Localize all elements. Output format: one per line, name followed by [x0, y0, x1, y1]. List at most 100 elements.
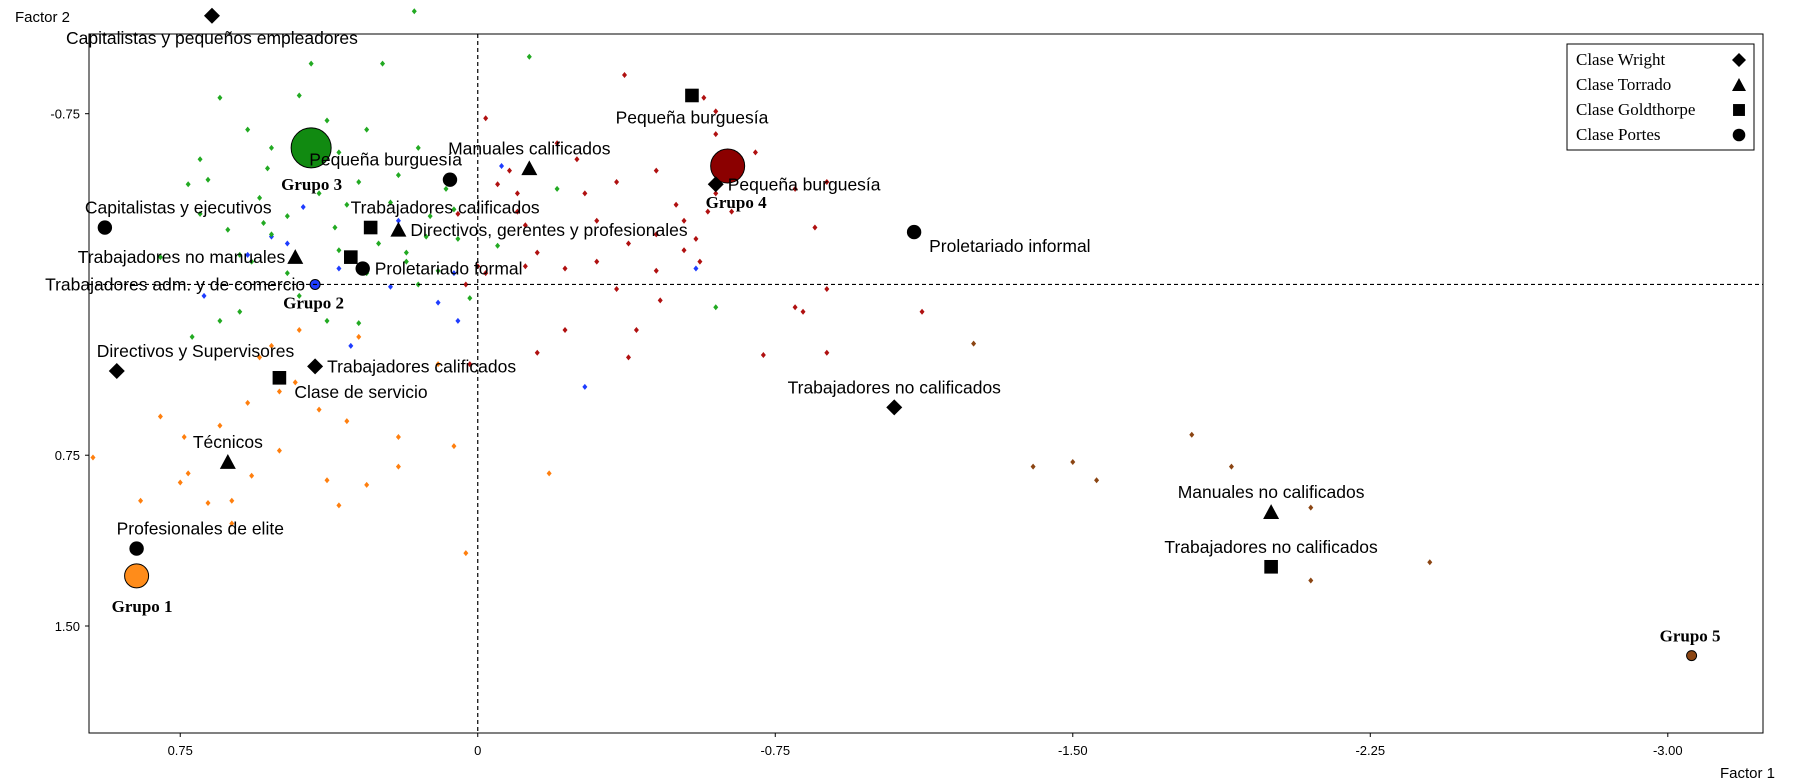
- class-label: Manuales no calificados: [1178, 482, 1365, 502]
- data-point: [257, 354, 263, 361]
- data-point: [336, 247, 342, 254]
- data-point: [443, 185, 449, 192]
- data-point: [653, 231, 659, 238]
- data-point: [276, 447, 282, 454]
- data-point: [229, 497, 235, 504]
- y-tick-label: -0.75: [50, 107, 80, 122]
- data-point: [499, 163, 505, 170]
- data-point: [614, 178, 620, 185]
- data-point: [455, 210, 461, 217]
- data-point: [713, 108, 719, 115]
- data-point: [562, 326, 568, 333]
- data-point: [237, 251, 243, 258]
- data-point: [387, 283, 393, 290]
- data-point: [300, 204, 306, 211]
- data-point: [296, 92, 302, 99]
- data-point: [423, 233, 429, 240]
- plot-border: [88, 33, 1764, 734]
- data-point: [336, 265, 342, 272]
- data-point: [356, 178, 362, 185]
- class-label: Proletariado formal: [375, 259, 523, 279]
- data-point: [752, 149, 758, 156]
- class-marker: [1263, 504, 1280, 519]
- data-point: [427, 213, 433, 220]
- data-point: [824, 349, 830, 356]
- class-label: Profesionales de elite: [117, 519, 284, 539]
- data-point: [376, 240, 382, 247]
- data-point: [506, 167, 512, 174]
- class-label: Trabajadores calificados: [327, 356, 516, 376]
- x-tick-label: 0.75: [168, 743, 193, 758]
- data-point: [336, 149, 342, 156]
- class-marker: [886, 399, 903, 416]
- data-point: [693, 235, 699, 242]
- data-point: [181, 434, 187, 441]
- data-point: [633, 326, 639, 333]
- data-point: [296, 292, 302, 299]
- data-point: [522, 222, 528, 229]
- data-point: [157, 413, 163, 420]
- data-point: [562, 265, 568, 272]
- data-point: [451, 206, 457, 213]
- group-label: Grupo 2: [283, 293, 344, 312]
- data-point: [245, 399, 251, 406]
- class-label: Directivos y Supervisores: [97, 341, 295, 361]
- group-centroid: [290, 127, 332, 169]
- data-point: [713, 190, 719, 197]
- plot-frame: [88, 33, 1764, 734]
- x-tick-label: -2.25: [1355, 743, 1385, 758]
- data-point: [257, 194, 263, 201]
- data-point: [324, 117, 330, 124]
- data-point: [138, 497, 144, 504]
- data-point: [237, 308, 243, 315]
- data-point: [197, 210, 203, 217]
- group-label: Grupo 5: [1660, 627, 1721, 646]
- data-point: [284, 240, 290, 247]
- data-point: [574, 156, 580, 163]
- data-point: [1070, 459, 1076, 466]
- legend: Clase Wright Clase Torrado Clase Goldthorp…: [1566, 43, 1755, 151]
- class-label: Pequeña burguesía: [309, 150, 462, 170]
- data-point: [364, 481, 370, 488]
- data-point: [292, 379, 298, 386]
- data-point: [308, 60, 314, 67]
- data-point: [411, 8, 417, 15]
- data-point: [284, 270, 290, 277]
- data-point: [415, 144, 421, 151]
- data-point: [657, 297, 663, 304]
- data-point: [451, 443, 457, 450]
- data-point: [1308, 577, 1314, 584]
- data-point: [681, 217, 687, 224]
- group-label: Grupo 1: [112, 597, 173, 616]
- data-point: [1427, 559, 1433, 566]
- data-point: [824, 178, 830, 185]
- group-centroid: [124, 563, 150, 589]
- data-point: [197, 156, 203, 163]
- class-marker: [521, 160, 538, 176]
- y-tick-label: 0.75: [55, 448, 80, 463]
- data-point: [249, 472, 255, 479]
- class-label: Técnicos: [193, 432, 263, 452]
- data-point: [625, 240, 631, 247]
- data-point: [522, 263, 528, 270]
- data-point: [546, 470, 552, 477]
- data-point: [713, 131, 719, 138]
- legend-box: [1566, 43, 1755, 151]
- data-point: [348, 342, 354, 349]
- data-point: [316, 406, 322, 413]
- data-point: [824, 286, 830, 293]
- data-point: [455, 235, 461, 242]
- class-label: Directivos, gerentes y profesionales: [410, 220, 687, 240]
- data-point: [245, 251, 251, 258]
- data-point: [495, 181, 501, 188]
- data-point: [467, 361, 473, 368]
- data-point: [653, 167, 659, 174]
- class-label: Capitalistas y pequeños empleadores: [66, 28, 358, 48]
- data-point: [268, 144, 274, 151]
- class-marker: [355, 261, 370, 276]
- data-point: [177, 479, 183, 486]
- class-marker: [685, 88, 699, 103]
- data-point: [217, 317, 223, 324]
- data-point: [344, 418, 350, 425]
